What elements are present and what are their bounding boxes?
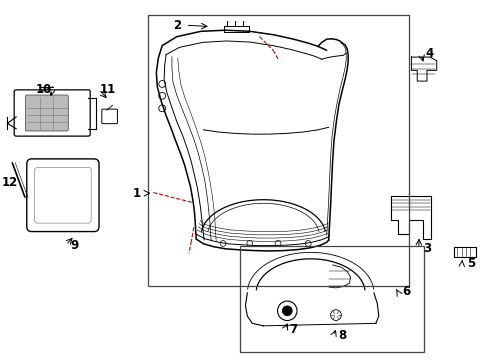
Text: 4: 4: [425, 48, 433, 60]
Text: 7: 7: [289, 323, 297, 336]
Text: 6: 6: [402, 285, 410, 298]
FancyBboxPatch shape: [25, 95, 68, 131]
Text: 2: 2: [172, 19, 181, 32]
Bar: [147, 15, 408, 286]
Bar: [224, 26, 248, 32]
Text: 9: 9: [70, 239, 79, 252]
Text: 10: 10: [35, 83, 51, 96]
Text: 3: 3: [423, 242, 430, 255]
Circle shape: [282, 306, 291, 316]
Text: 8: 8: [338, 329, 346, 342]
Text: 5: 5: [466, 257, 474, 270]
Text: 1: 1: [133, 187, 141, 200]
Text: 11: 11: [100, 83, 116, 96]
Bar: [240, 246, 423, 352]
Bar: [453, 247, 475, 257]
Text: 12: 12: [1, 176, 18, 189]
